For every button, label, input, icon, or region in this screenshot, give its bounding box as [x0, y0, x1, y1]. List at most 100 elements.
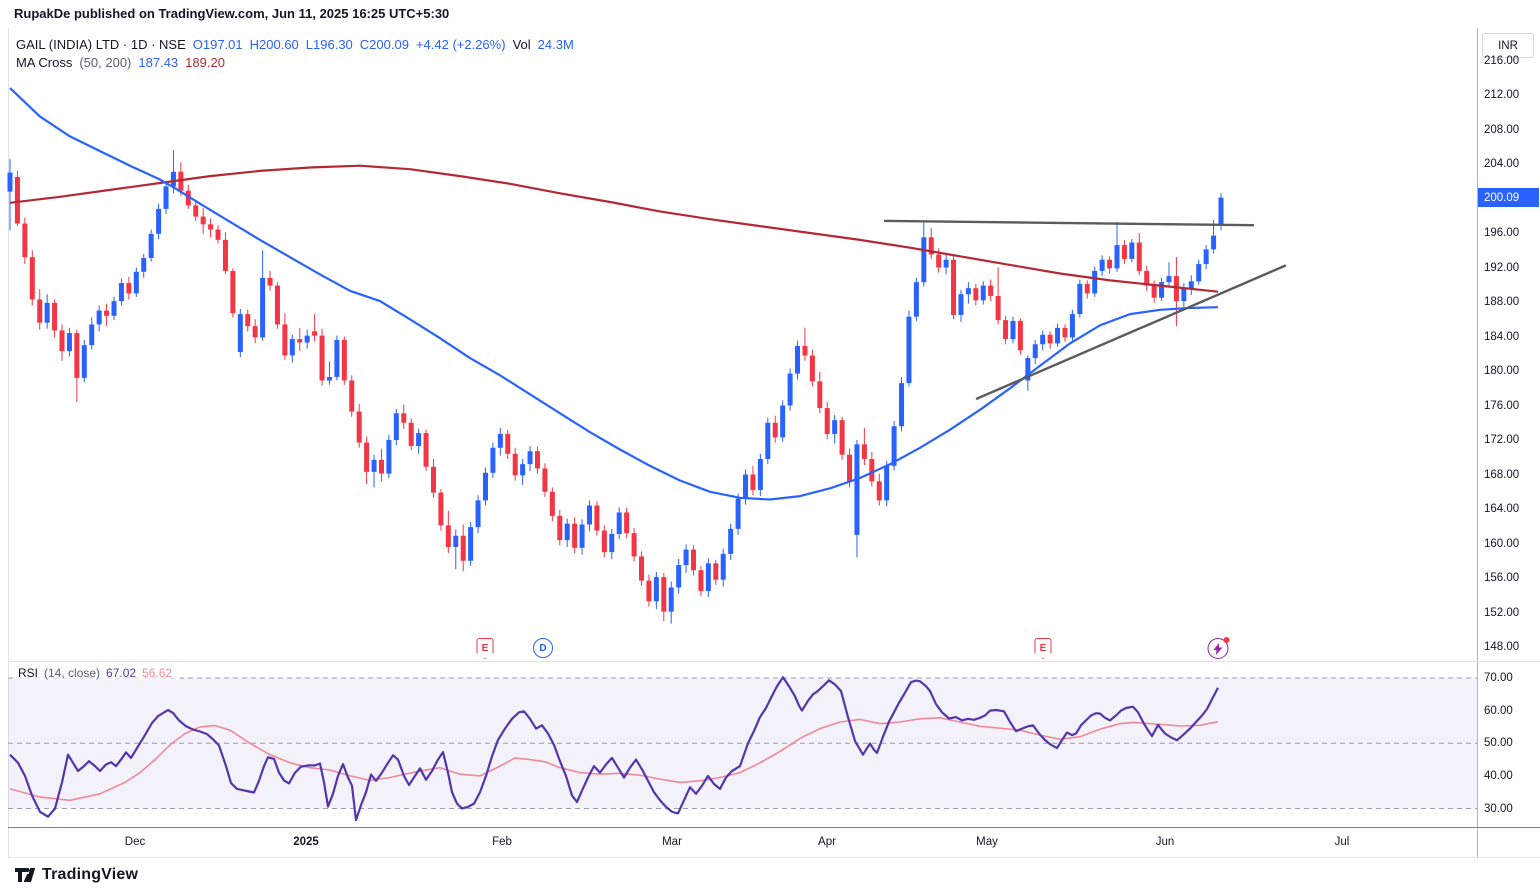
- price-tick-label: 180.00: [1484, 365, 1520, 377]
- ma-cross-legend-row[interactable]: MA Cross (50, 200) 187.43 189.20: [16, 54, 581, 72]
- candle-body: [921, 237, 927, 283]
- ma50-line[interactable]: [9, 87, 1219, 501]
- rsi-tick-label: 60.00: [1484, 704, 1513, 717]
- candle-body: [378, 459, 384, 474]
- candle-body: [237, 314, 243, 353]
- earnings-marker[interactable]: E: [1034, 638, 1052, 659]
- candle-body: [141, 258, 147, 272]
- candle-body: [520, 464, 526, 476]
- price-tick-label: 196.00: [1484, 227, 1520, 239]
- candle-body: [260, 277, 266, 338]
- candle-body: [52, 302, 58, 331]
- flash-marker[interactable]: [1207, 637, 1230, 659]
- candle-body: [497, 433, 503, 448]
- candle-body: [572, 523, 578, 548]
- time-tick-jun: Jun: [1155, 836, 1175, 848]
- candle-body: [468, 527, 474, 561]
- time-tick-apr: Apr: [818, 836, 836, 848]
- price-tick-label: 212.00: [1484, 89, 1520, 101]
- candle-body: [460, 535, 466, 561]
- candle-body: [1166, 276, 1172, 283]
- ma-legend-segment: 189.20: [185, 55, 225, 70]
- ohlc-legend-row[interactable]: GAIL (INDIA) LTD · 1D · NSE O197.01 H200.6…: [16, 36, 581, 54]
- tradingview-logo-icon: [15, 867, 36, 882]
- candle-body: [416, 433, 422, 447]
- ohlc-legend-segment: L196.30: [305, 37, 353, 52]
- candle-body: [839, 420, 845, 455]
- ma200-line[interactable]: [9, 164, 1219, 293]
- candle-body: [735, 498, 741, 529]
- candle-body: [1092, 270, 1098, 294]
- trendline-2[interactable]: [975, 264, 1287, 400]
- ohlc-legend-segment: C200.09: [359, 37, 409, 52]
- candle-body: [1181, 288, 1187, 302]
- candle-body: [601, 530, 607, 553]
- price-tick-label: 156.00: [1484, 572, 1520, 584]
- candle-body: [631, 533, 637, 557]
- time-tick-may: May: [976, 836, 998, 848]
- price-tick-label: 216.00: [1484, 54, 1520, 67]
- tradingview-attribution[interactable]: TradingView: [14, 864, 138, 886]
- time-tick-dec: Dec: [124, 836, 146, 848]
- candle-body: [624, 512, 630, 534]
- rsi-legend-row[interactable]: RSI (14, close) 67.02 56.62: [16, 666, 181, 680]
- candle-body: [304, 335, 310, 343]
- ma-legend-segment: MA Cross: [16, 55, 73, 70]
- pane-divider[interactable]: [8, 661, 1540, 662]
- candle-body: [230, 270, 236, 314]
- candle-body: [787, 373, 793, 406]
- candle-body: [616, 512, 622, 535]
- candle-body: [156, 208, 162, 234]
- candle-body: [66, 333, 72, 352]
- price-tick-label: 172.00: [1484, 434, 1520, 446]
- candle-body: [1077, 283, 1083, 315]
- currency-button[interactable]: INR: [1482, 33, 1534, 58]
- candle-body: [1062, 327, 1068, 338]
- rsi-legend-segment: 56.62: [142, 666, 173, 680]
- candle-body: [1211, 235, 1217, 250]
- candle-body: [1032, 344, 1038, 359]
- time-tick-feb: Feb: [492, 836, 512, 848]
- candle-body: [899, 383, 905, 427]
- candle-body: [913, 282, 919, 317]
- price-tick-label: 164.00: [1484, 503, 1520, 515]
- candle-body: [81, 345, 87, 378]
- candle-body: [185, 190, 191, 206]
- candle-body: [936, 254, 942, 268]
- candle-body: [245, 314, 251, 327]
- candle-body: [1069, 314, 1075, 338]
- symbol-legend[interactable]: GAIL (INDIA) LTD · 1D · NSE O197.01 H200.6…: [16, 36, 581, 72]
- ohlc-legend-segment: GAIL (INDIA) LTD · 1D · NSE: [16, 37, 186, 52]
- candle-body: [37, 299, 43, 323]
- published-byline: RupakDe published on TradingView.com, Ju…: [14, 6, 450, 21]
- candle-body: [1084, 283, 1090, 294]
- candle-body: [906, 316, 912, 384]
- candle-body: [557, 515, 563, 541]
- candle-body: [958, 294, 964, 315]
- candle-body: [215, 229, 221, 240]
- price-tick-label: 176.00: [1484, 399, 1520, 412]
- rsi-legend-segment: (14, close): [44, 666, 101, 680]
- price-tick-label: 208.00: [1484, 123, 1520, 136]
- candle-body: [22, 223, 28, 258]
- price-axis-separator: [1477, 28, 1478, 858]
- candle-body: [512, 453, 518, 476]
- dividend-marker[interactable]: D: [533, 638, 553, 658]
- lightning-icon: [1213, 642, 1223, 655]
- candle-body: [430, 466, 436, 493]
- earnings-marker[interactable]: E: [476, 638, 494, 659]
- candle-body: [319, 335, 325, 381]
- candle-body: [973, 288, 979, 301]
- candle-body: [564, 523, 570, 541]
- price-tick-label: 204.00: [1484, 158, 1520, 170]
- trendline-1[interactable]: [883, 219, 1255, 227]
- candle-body: [988, 285, 994, 296]
- candle-body: [698, 570, 704, 591]
- notification-dot: [1223, 637, 1230, 643]
- candle-body: [297, 339, 303, 343]
- rsi-line[interactable]: [9, 676, 1219, 822]
- candle-body: [653, 577, 659, 602]
- rsi-signal-line[interactable]: [9, 717, 1219, 802]
